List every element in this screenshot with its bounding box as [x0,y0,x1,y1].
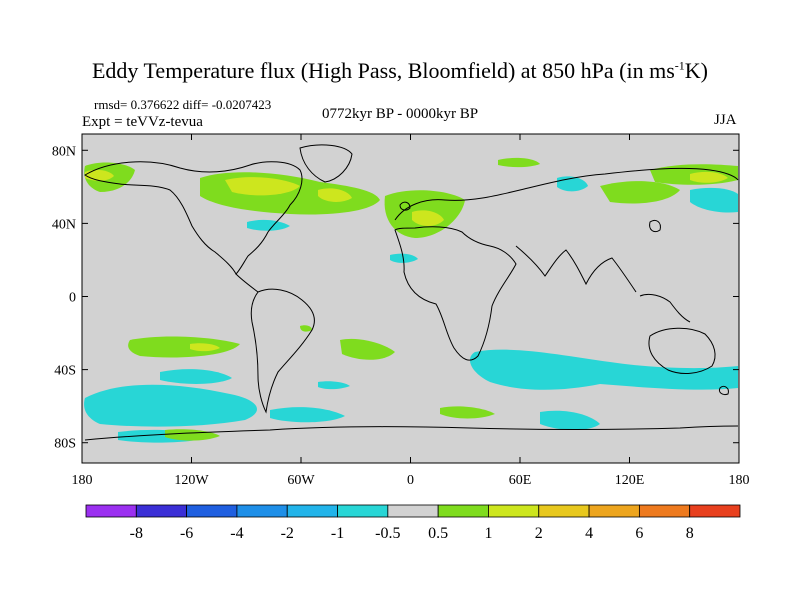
lat-label: 40S [54,364,76,379]
lon-label: 180 [729,473,750,488]
colorbar-swatch [588,504,640,518]
chart-title-superscript: -1 [674,58,685,73]
colorbar-swatch [689,504,741,518]
colorbar-label: -0.5 [375,525,400,542]
lat-label: 80N [52,144,76,159]
colorbar: -8 -6 -4 -2 -1 -0.5 0.5 1 2 4 6 8 [85,504,741,542]
chart-title: Eddy Temperature flux (High Pass, Bloomf… [0,58,800,84]
season-label: JJA [714,112,737,128]
colorbar-swatch [286,504,338,518]
lon-label: 0 [407,473,414,488]
colorbar-swatch [186,504,238,518]
colorbar-label: 2 [535,525,543,542]
colorbar-label: -4 [230,525,243,542]
longitude-axis: 180 120W 60W 0 60E 120E 180 [72,134,750,488]
coastlines [84,144,739,441]
chart-title-tail: K) [684,58,708,83]
lon-label: 60W [287,473,315,488]
chart-title-main: Eddy Temperature flux (High Pass, Bloomf… [91,58,675,83]
colorbar-label: 1 [484,525,492,542]
colorbar-swatch [488,504,540,518]
experiment-label: Expt = teVVz-tevua [82,114,203,130]
lat-label: 40N [52,217,76,232]
lat-label: 80S [54,437,76,452]
colorbar-label: -6 [180,525,193,542]
colorbar-label: -8 [130,525,143,542]
colorbar-swatch [387,504,439,518]
colorbar-label: -1 [331,525,344,542]
map-panel [81,133,740,464]
colorbar-label: -2 [281,525,294,542]
colorbar-label: 8 [686,525,694,542]
lon-label: 120E [615,473,645,488]
colorbar-swatch [135,504,188,518]
colorbar-swatch [236,504,288,518]
latitude-axis: 80N 40N 0 40S 80S [52,144,739,452]
colorbar-label: 4 [585,525,593,542]
rmsd-diff-label: rmsd= 0.376622 diff= -0.0207423 [94,97,272,112]
colorbar-label: 6 [635,525,643,542]
lon-label: 120W [174,473,209,488]
colorbar-swatch [538,504,590,518]
lon-label: 180 [72,473,93,488]
colorbar-swatch [638,504,691,518]
lon-label: 60E [509,473,532,488]
colorbar-swatch [437,504,489,518]
colorbar-swatch [337,504,389,518]
period-label: 0772kyr BP - 0000kyr BP [322,106,479,122]
lat-label: 0 [69,291,76,306]
colorbar-swatch [85,504,137,518]
strong-positive-regions [85,169,728,352]
colorbar-label: 0.5 [428,525,448,542]
